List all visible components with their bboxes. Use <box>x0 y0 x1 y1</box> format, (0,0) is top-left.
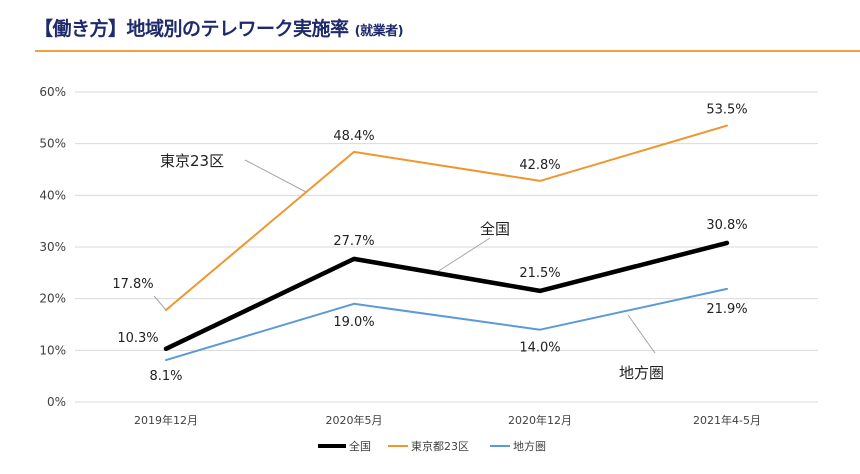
y-axis-ticks: 0% 10% 20% 30% 40% 50% 60% <box>39 85 66 409</box>
series-callout-national: 全国 <box>480 220 510 238</box>
chart-title: 【働き方】地域別のテレワーク実施率 (就業者) <box>34 14 404 41</box>
y-tick-label: 20% <box>39 292 66 306</box>
y-tick-label: 10% <box>39 343 66 357</box>
x-tick-label: 2019年12月 <box>134 413 198 427</box>
y-tick-label: 0% <box>47 395 66 409</box>
legend-label: 東京都23区 <box>411 439 469 453</box>
data-label: 19.0% <box>333 315 374 330</box>
data-label: 48.4% <box>333 129 374 144</box>
data-label: 8.1% <box>149 369 182 384</box>
y-tick-label: 40% <box>39 188 66 202</box>
series-line-national <box>163 240 730 352</box>
series-callout-regional: 地方圏 <box>619 364 664 382</box>
chart-title-sub: (就業者) <box>354 24 404 39</box>
y-tick-label: 60% <box>39 85 66 99</box>
data-label: 14.0% <box>519 341 560 356</box>
series-line-tokyo23 <box>165 124 728 311</box>
series-line-regional <box>165 287 728 362</box>
data-label: 30.8% <box>706 218 747 233</box>
leader-line <box>244 159 307 193</box>
x-tick-label: 2020年12月 <box>508 413 572 427</box>
leader-lines <box>153 159 656 354</box>
series-callout-tokyo23: 東京23区 <box>160 152 224 170</box>
data-label: 53.5% <box>706 103 747 118</box>
y-tick-label: 30% <box>39 240 66 254</box>
legend-label: 地方圏 <box>513 439 546 453</box>
gridlines <box>75 91 818 403</box>
series-lines <box>163 124 730 362</box>
data-label: 42.8% <box>519 158 560 173</box>
leader-line <box>627 314 656 354</box>
leader-line <box>153 295 167 311</box>
y-tick-label: 50% <box>39 137 66 151</box>
x-tick-label: 2020年5月 <box>326 413 383 427</box>
data-labels: 10.3% 27.7% 21.5% 30.8% 17.8% 48.4% 42.8% 53.5%… <box>112 103 747 385</box>
x-tick-label: 2021年4-5月 <box>693 413 761 427</box>
leader-line <box>436 237 491 273</box>
data-label: 10.3% <box>117 331 158 346</box>
title-underline <box>35 50 860 52</box>
x-axis-ticks: 2019年12月 2020年5月 2020年12月 2021年4-5月 <box>134 413 761 427</box>
data-label: 17.8% <box>112 277 153 292</box>
legend-label: 全国 <box>349 439 371 453</box>
chart-title-main: 【働き方】地域別のテレワーク実施率 <box>34 18 349 40</box>
legend: 全国 東京都23区 地方圏 <box>318 439 546 453</box>
data-label: 21.9% <box>706 302 747 317</box>
data-label: 21.5% <box>519 266 560 281</box>
data-label: 27.7% <box>333 234 374 249</box>
